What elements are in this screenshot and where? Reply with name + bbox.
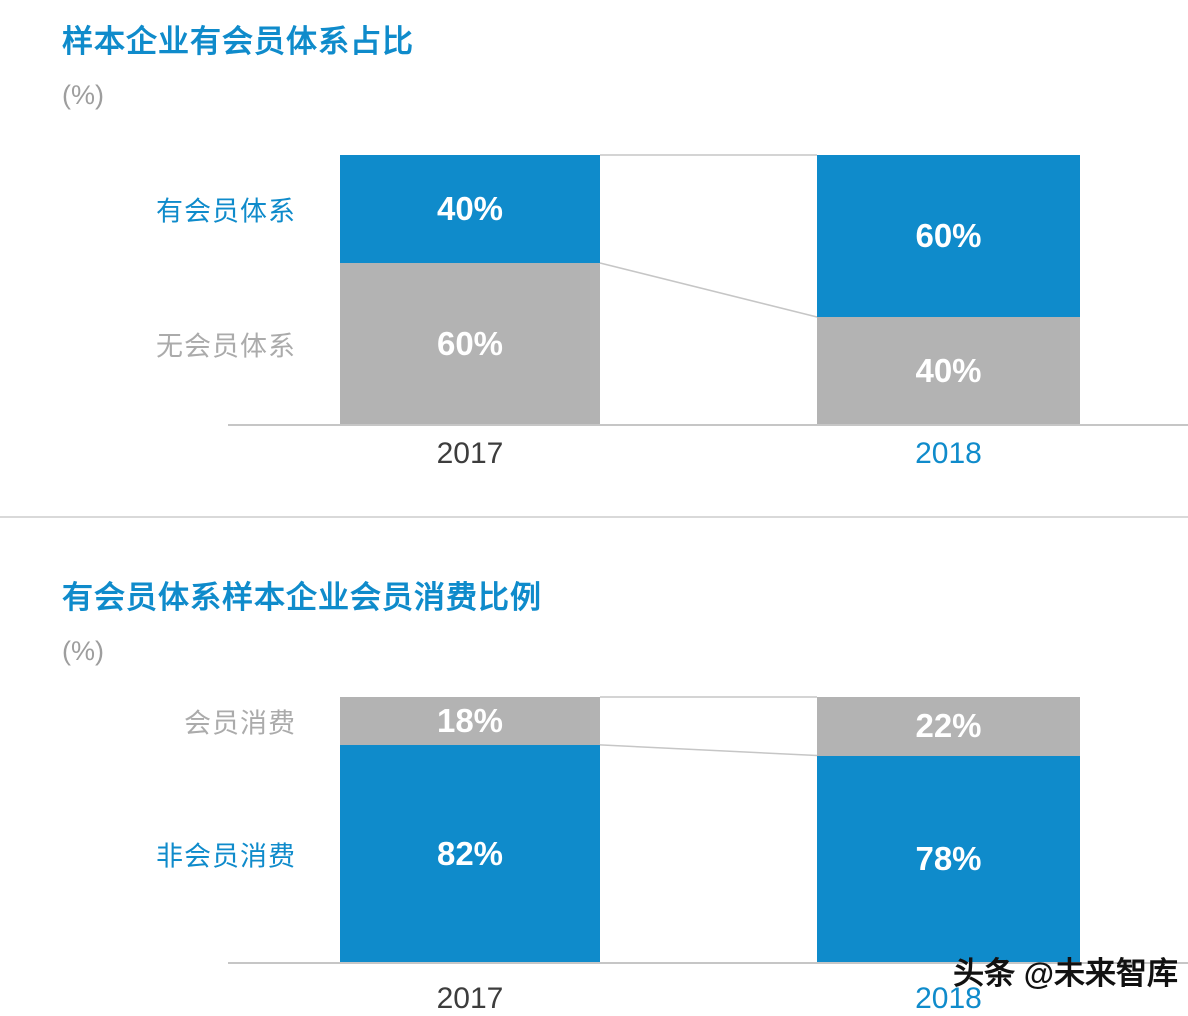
stacked-bar-2018: 22% 78% [817, 697, 1080, 963]
series-label-no-membership: 无会员体系 [156, 331, 296, 362]
x-axis-label-2018: 2018 [915, 437, 982, 470]
plot-area: 有会员体系 无会员体系 40% 60% 60% 40% [0, 155, 1188, 426]
x-axis-label-2017: 2017 [436, 437, 504, 470]
stacked-bar-2017: 40% 60% [340, 155, 600, 425]
section-divider [0, 516, 1188, 518]
segment-value-label: 82% [436, 834, 504, 872]
chart-unit-label: (%) [62, 636, 104, 666]
chart-title: 样本企业有会员体系占比 [62, 24, 414, 59]
connector-lines [600, 155, 817, 425]
bar-segment: 82% [340, 744, 600, 963]
stacked-bar-2018: 60% 40% [817, 155, 1080, 425]
segment-value-label: 60% [915, 217, 982, 254]
watermark: 头条 @未来智库 [953, 956, 1178, 991]
plot-area: 会员消费 非会员消费 18% 82% 22% 78% [0, 697, 1188, 964]
bar-segment: 18% [340, 697, 600, 745]
bar-segment: 60% [817, 155, 1080, 317]
series-label-has-membership: 有会员体系 [156, 196, 296, 227]
x-axis-label-2018: 2018 [915, 982, 982, 1015]
x-axis-label-2017: 2017 [436, 982, 504, 1015]
segment-value-label: 40% [436, 190, 504, 227]
bar-segment: 40% [340, 155, 600, 263]
series-label-member-spend: 会员消费 [184, 708, 296, 739]
segment-value-label: 18% [436, 701, 504, 739]
segment-value-label: 78% [915, 840, 982, 878]
series-label-nonmember-spend: 非会员消费 [156, 841, 296, 872]
chart-title: 有会员体系样本企业会员消费比例 [62, 580, 542, 615]
x-axis-line [228, 962, 1188, 964]
bar-segment: 60% [340, 263, 600, 425]
bar-segment: 40% [817, 317, 1080, 425]
segment-value-label: 40% [915, 352, 982, 389]
stacked-bar-2017: 18% 82% [340, 697, 600, 963]
bar-segment: 78% [817, 755, 1080, 963]
segment-value-label: 60% [436, 325, 504, 362]
chart-unit-label: (%) [62, 80, 104, 110]
x-axis-line [228, 424, 1188, 426]
connector-lines [600, 697, 817, 963]
segment-value-label: 22% [915, 707, 982, 745]
bar-segment: 22% [817, 697, 1080, 756]
